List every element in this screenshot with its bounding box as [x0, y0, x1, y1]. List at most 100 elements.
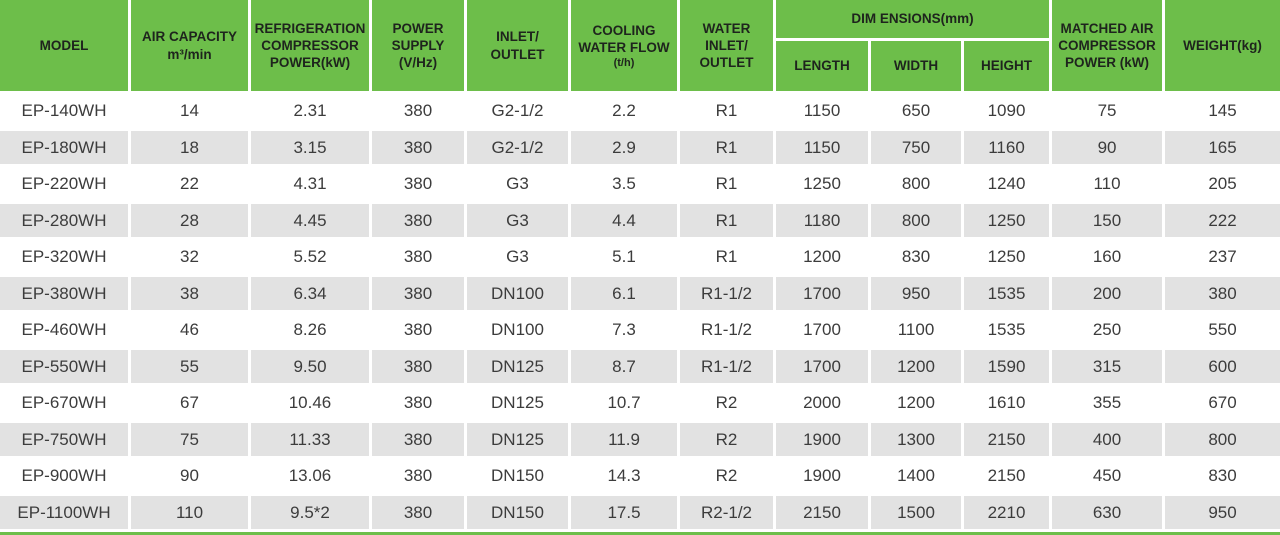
cell-matched-air-power: 630 [1052, 495, 1163, 529]
cell-power-supply: 380 [372, 422, 464, 456]
cell-water-inlet-outlet: R2 [680, 386, 773, 420]
table-row: EP-140WH 14 2.31 380 G2-1/2 2.2 R1 1150 650 1090 7… [0, 94, 1280, 128]
cell-height: 1250 [964, 240, 1050, 274]
cell-matched-air-power: 90 [1052, 130, 1163, 164]
cell-refrigeration-power: 3.15 [251, 130, 369, 164]
cell-matched-air-power: 160 [1052, 240, 1163, 274]
cell-width: 1500 [871, 495, 961, 529]
cell-air-capacity: 14 [131, 94, 248, 128]
cell-refrigeration-power: 2.31 [251, 94, 369, 128]
cell-width: 950 [871, 276, 961, 310]
cell-width: 800 [871, 167, 961, 201]
cell-cooling-water-flow: 5.1 [571, 240, 677, 274]
cell-weight: 165 [1165, 130, 1280, 164]
cell-power-supply: 380 [372, 313, 464, 347]
cell-model: EP-380WH [0, 276, 128, 310]
cell-model: EP-750WH [0, 422, 128, 456]
cell-length: 1900 [776, 422, 868, 456]
cell-length: 1700 [776, 276, 868, 310]
col-header-cooling-water-flow: COOLING WATER FLOW (t/h) [571, 0, 677, 91]
cell-water-inlet-outlet: R1-1/2 [680, 313, 773, 347]
cell-matched-air-power: 250 [1052, 313, 1163, 347]
col-header-model: MODEL [0, 0, 128, 91]
cell-power-supply: 380 [372, 240, 464, 274]
table-row: EP-1100WH 110 9.5*2 380 DN150 17.5 R2-1/2 2150 1… [0, 495, 1280, 529]
cell-inlet-outlet: DN100 [467, 313, 568, 347]
cell-water-inlet-outlet: R1 [680, 240, 773, 274]
cell-water-inlet-outlet: R2-1/2 [680, 495, 773, 529]
cell-water-inlet-outlet: R1 [680, 130, 773, 164]
cell-model: EP-280WH [0, 203, 128, 237]
cell-power-supply: 380 [372, 167, 464, 201]
cell-weight: 205 [1165, 167, 1280, 201]
cell-water-inlet-outlet: R1-1/2 [680, 276, 773, 310]
cell-model: EP-1100WH [0, 495, 128, 529]
table-row: EP-550WH 55 9.50 380 DN125 8.7 R1-1/2 1700 1200 1… [0, 349, 1280, 383]
cell-inlet-outlet: G3 [467, 240, 568, 274]
cell-matched-air-power: 150 [1052, 203, 1163, 237]
cell-length: 1150 [776, 94, 868, 128]
cell-model: EP-140WH [0, 94, 128, 128]
cell-matched-air-power: 450 [1052, 459, 1163, 493]
cell-weight: 222 [1165, 203, 1280, 237]
table-row: EP-320WH 32 5.52 380 G3 5.1 R1 1200 830 1250 160 23… [0, 240, 1280, 274]
col-header-width: WIDTH [871, 41, 961, 91]
cell-refrigeration-power: 8.26 [251, 313, 369, 347]
cell-cooling-water-flow: 6.1 [571, 276, 677, 310]
cell-model: EP-180WH [0, 130, 128, 164]
cell-height: 1590 [964, 349, 1050, 383]
cell-width: 1200 [871, 386, 961, 420]
table-body: EP-140WH 14 2.31 380 G2-1/2 2.2 R1 1150 650 1090 7… [0, 94, 1280, 529]
cell-height: 1090 [964, 94, 1050, 128]
cell-refrigeration-power: 10.46 [251, 386, 369, 420]
cell-power-supply: 380 [372, 386, 464, 420]
cell-weight: 380 [1165, 276, 1280, 310]
cell-height: 2210 [964, 495, 1050, 529]
cell-length: 1250 [776, 167, 868, 201]
table-header: MODEL AIR CAPACITY m³/min REFRIGERATION … [0, 0, 1280, 91]
table-row: EP-900WH 90 13.06 380 DN150 14.3 R2 1900 1400 215… [0, 459, 1280, 493]
col-header-refrigeration-power: REFRIGERATION COMPRESSOR POWER(kW) [251, 0, 369, 91]
col-group-dimensions: DIM ENSIONS(mm) [776, 0, 1050, 38]
cell-water-inlet-outlet: R1 [680, 167, 773, 201]
table-row: EP-280WH 28 4.45 380 G3 4.4 R1 1180 800 1250 150 22… [0, 203, 1280, 237]
cell-air-capacity: 75 [131, 422, 248, 456]
cell-power-supply: 380 [372, 94, 464, 128]
cell-inlet-outlet: DN125 [467, 386, 568, 420]
cell-air-capacity: 90 [131, 459, 248, 493]
table-row: EP-460WH 46 8.26 380 DN100 7.3 R1-1/2 1700 1100 1… [0, 313, 1280, 347]
cell-water-inlet-outlet: R1-1/2 [680, 349, 773, 383]
cell-length: 1200 [776, 240, 868, 274]
col-header-matched-air-power: MATCHED AIR COMPRESSOR POWER (kW) [1052, 0, 1163, 91]
cell-width: 1200 [871, 349, 961, 383]
cell-cooling-water-flow: 17.5 [571, 495, 677, 529]
cell-cooling-water-flow: 14.3 [571, 459, 677, 493]
cell-power-supply: 380 [372, 276, 464, 310]
cell-power-supply: 380 [372, 459, 464, 493]
col-header-length: LENGTH [776, 41, 868, 91]
cell-height: 2150 [964, 422, 1050, 456]
cell-inlet-outlet: G2-1/2 [467, 130, 568, 164]
cell-refrigeration-power: 13.06 [251, 459, 369, 493]
cell-cooling-water-flow: 7.3 [571, 313, 677, 347]
cell-water-inlet-outlet: R1 [680, 94, 773, 128]
cell-weight: 600 [1165, 349, 1280, 383]
cell-height: 2150 [964, 459, 1050, 493]
cell-cooling-water-flow: 2.9 [571, 130, 677, 164]
cell-width: 830 [871, 240, 961, 274]
cell-length: 2000 [776, 386, 868, 420]
cell-length: 1180 [776, 203, 868, 237]
cell-power-supply: 380 [372, 495, 464, 529]
cell-model: EP-670WH [0, 386, 128, 420]
table-row: EP-670WH 67 10.46 380 DN125 10.7 R2 2000 1200 161… [0, 386, 1280, 420]
cell-length: 1150 [776, 130, 868, 164]
cell-refrigeration-power: 9.5*2 [251, 495, 369, 529]
cell-width: 750 [871, 130, 961, 164]
cell-length: 1900 [776, 459, 868, 493]
col-header-inlet-outlet: INLET/ OUTLET [467, 0, 568, 91]
cell-inlet-outlet: DN125 [467, 349, 568, 383]
cell-weight: 950 [1165, 495, 1280, 529]
cell-model: EP-900WH [0, 459, 128, 493]
